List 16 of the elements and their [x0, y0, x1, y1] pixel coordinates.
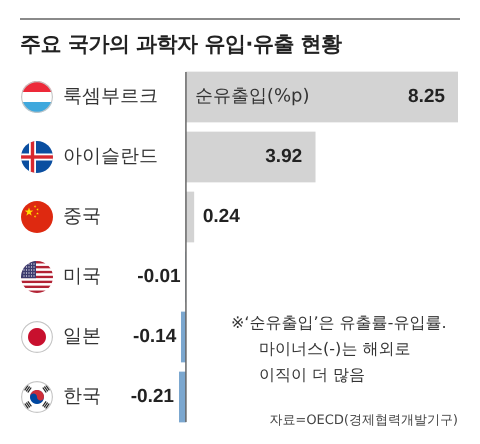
- data-label: 8.25: [408, 86, 446, 108]
- y-tick-label: 중국: [63, 204, 101, 227]
- data-label: 3.92: [265, 146, 302, 168]
- data-label: 0.24: [202, 206, 240, 228]
- data-label: -0.01: [137, 266, 182, 288]
- y-tick-label: 룩셈부르크: [63, 84, 158, 107]
- y-tick-label: 일본: [63, 324, 101, 347]
- y-tick-label: 한국: [63, 384, 101, 407]
- y-tick-label: 아이슬란드: [63, 144, 158, 167]
- x-axis-title: 순유출입(%p): [194, 86, 310, 107]
- y-tick-label: 미국: [63, 264, 101, 287]
- data-label: -0.21: [130, 386, 174, 408]
- annotation: ※‘순유출입’은 유출률-유입률. 마이너스(-)는 해외로 이직이 더 많음: [231, 312, 447, 386]
- chart-title: 주요 국가의 과학자 유입·유출 현황: [20, 31, 342, 58]
- data-label: -0.14: [132, 326, 177, 348]
- annotation: 자료=OECD(경제협력개발기구): [269, 412, 458, 429]
